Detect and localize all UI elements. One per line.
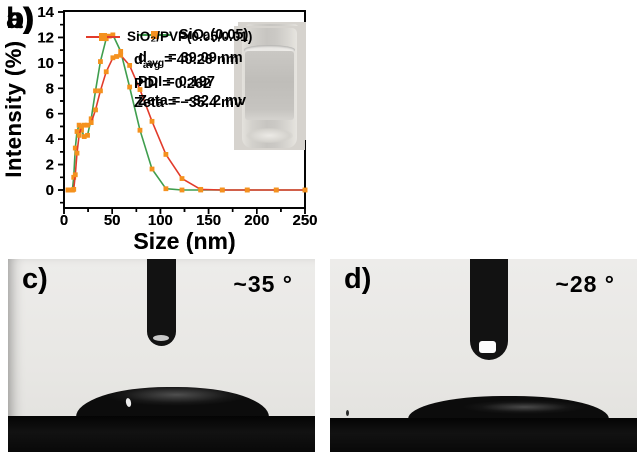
svg-text:2: 2 (46, 157, 54, 174)
svg-text:100: 100 (148, 212, 173, 229)
vial (241, 28, 298, 148)
stat-pdi: PDI = 0.262 (134, 75, 211, 92)
ground-speck (346, 410, 349, 416)
contact-angle-photo-d: d) ~28 ° (330, 259, 637, 452)
dispensing-needle (147, 259, 176, 346)
legend-label: SiO₂/PVP(0.05/0.01) (127, 29, 253, 44)
contact-angle-value-c: ~35 ° (233, 271, 293, 297)
svg-text:0: 0 (46, 182, 54, 199)
stat-davg: davg = 40.26 nm (134, 52, 239, 71)
substrate-baseline (330, 418, 637, 452)
svg-text:6: 6 (46, 106, 54, 123)
dispensing-needle (470, 259, 508, 360)
vial-liquid (244, 51, 295, 121)
svg-text:100: 100 (148, 212, 173, 229)
stat-zeta: Zeta = −32.2 mv (138, 92, 247, 109)
panel-label-b: b) (6, 2, 35, 35)
svg-text:150: 150 (196, 212, 221, 229)
stat-zeta: Zeta = −35.4 mv (134, 94, 243, 111)
stat-pdi: PDI = 0.197 (138, 73, 215, 90)
contact-angle-value-d: ~28 ° (555, 271, 615, 297)
panel-label-d: d) (344, 263, 372, 295)
vial-liquid-surface (244, 45, 295, 55)
svg-text:0: 0 (60, 212, 68, 229)
svg-text:4: 4 (46, 131, 55, 148)
panel-label-c: c) (22, 263, 48, 295)
water-droplet (346, 396, 609, 419)
legend-line-sample (86, 32, 120, 41)
x-axis-title-b: Size (nm) (133, 228, 236, 254)
legend-marker-icon (151, 31, 159, 39)
svg-text:200: 200 (244, 212, 269, 229)
substrate-baseline (8, 416, 315, 452)
svg-text:10: 10 (37, 55, 54, 72)
svg-text:8: 8 (46, 80, 54, 97)
svg-text:12: 12 (37, 29, 54, 46)
svg-text:6: 6 (46, 106, 54, 123)
svg-text:200: 200 (244, 212, 269, 229)
svg-text:0: 0 (46, 182, 54, 199)
legend-marker-icon (99, 32, 107, 41)
stats-block-b: davg = 40.26 nm PDI = 0.262 Zeta = −35.4 … (134, 51, 242, 113)
svg-text:2: 2 (46, 157, 54, 174)
legend-label: SiO₂(0.05) (179, 27, 249, 43)
contact-angle-photo-c: c) ~35 ° (8, 259, 315, 452)
legend-line-sample (138, 31, 172, 39)
x-axis-title-a: Size (nm) (133, 228, 236, 254)
svg-text:10: 10 (37, 55, 54, 72)
svg-text:150: 150 (196, 212, 221, 229)
svg-text:4: 4 (46, 131, 55, 148)
legend-b: SiO₂/PVP(0.05/0.01) (86, 29, 252, 44)
svg-text:50: 50 (104, 212, 121, 229)
legend-a: SiO₂(0.05) (138, 27, 248, 43)
stats-block-a: davg = 39.09 nm PDI = 0.197 Zeta = −32.2 … (138, 49, 246, 111)
needle-glint (153, 335, 169, 341)
water-droplet (76, 387, 269, 417)
dls-chart-b: 0 50 100 150 200 250 0 2 4 6 8 10 12 14 (37, 4, 317, 229)
panel-label-a: a) (6, 2, 33, 35)
dls-panel-b: b) Intensity (%) 0 50 100 150 200 250 0 2 4 6 8 10 1… (0, 0, 320, 258)
svg-text:12: 12 (37, 29, 54, 46)
svg-text:250: 250 (292, 212, 317, 229)
svg-text:50: 50 (104, 212, 121, 229)
stat-davg: davg = 39.09 nm (138, 50, 243, 69)
needle-glint (479, 341, 496, 353)
svg-text:14: 14 (37, 4, 54, 21)
svg-text:14: 14 (37, 4, 54, 21)
svg-text:250: 250 (292, 212, 317, 229)
droplet-highlight (125, 397, 132, 408)
vial-photo-inset-b (234, 26, 305, 150)
svg-text:0: 0 (60, 212, 68, 229)
vial-base-highlight (245, 128, 294, 143)
svg-text:8: 8 (46, 80, 54, 97)
